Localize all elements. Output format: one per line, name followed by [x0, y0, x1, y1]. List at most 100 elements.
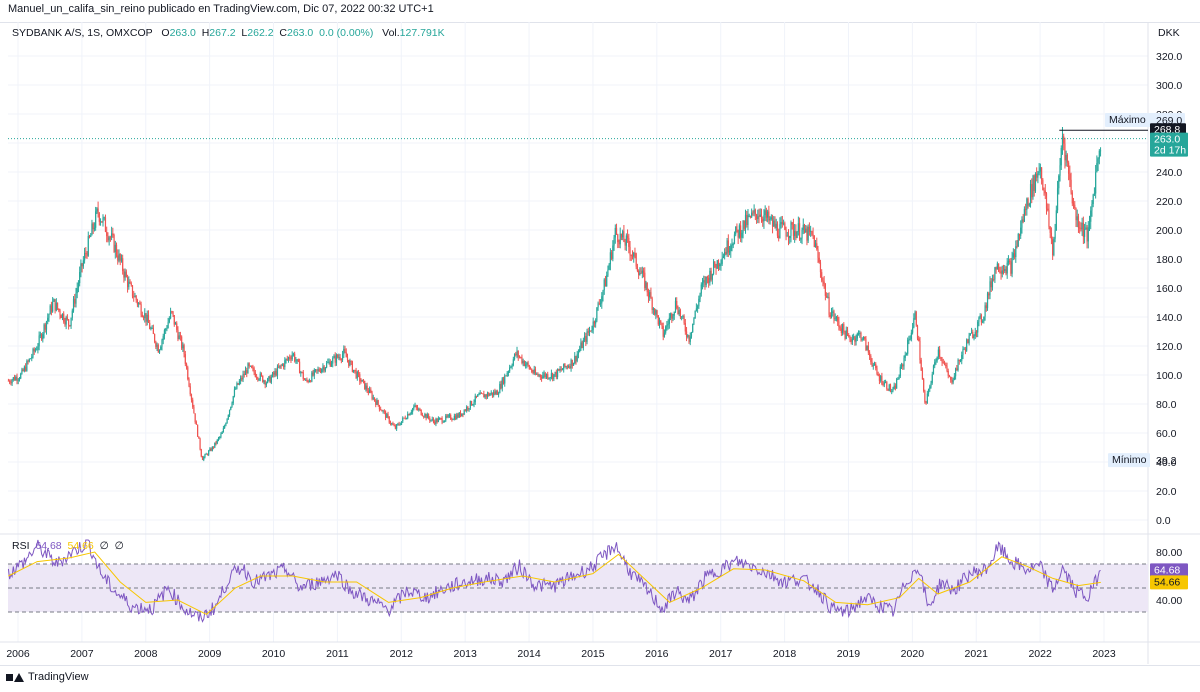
- candle-body: [571, 359, 573, 366]
- candle-body: [1032, 175, 1034, 198]
- candle-body: [771, 217, 774, 227]
- candle-body: [467, 406, 469, 410]
- candle-body: [174, 323, 177, 325]
- candle-body: [656, 310, 658, 316]
- candle-body: [383, 410, 385, 412]
- candle-body: [521, 357, 523, 364]
- candle-body: [832, 311, 834, 313]
- candle-body: [459, 412, 462, 417]
- candle-body: [411, 408, 414, 413]
- candle-body: [178, 335, 180, 340]
- candles: [7, 126, 1102, 462]
- candle-body: [877, 373, 879, 377]
- candle-body: [141, 314, 143, 317]
- price-tick-label: 160.0: [1156, 283, 1182, 295]
- year-label: 2007: [70, 648, 94, 660]
- candle-body: [329, 361, 331, 367]
- candle-body: [720, 263, 722, 265]
- candle-body: [274, 371, 276, 375]
- candle-body: [394, 426, 396, 429]
- candle-body: [317, 369, 319, 371]
- candle-body: [550, 373, 553, 378]
- candle-body: [1052, 239, 1054, 256]
- candle-body: [1082, 222, 1084, 237]
- candle-body: [9, 380, 11, 383]
- candle-body: [1006, 262, 1008, 274]
- candle-body: [95, 211, 97, 228]
- candle-body: [552, 373, 554, 380]
- candle-body: [456, 414, 458, 420]
- open-value: 263.0: [169, 27, 196, 39]
- candle-body: [432, 419, 435, 422]
- candle-body: [733, 234, 736, 244]
- candle-body: [321, 368, 323, 373]
- candle-body: [90, 235, 92, 237]
- candle-body: [259, 373, 261, 380]
- candle-body: [233, 389, 236, 397]
- candle-body: [943, 362, 946, 366]
- candle-body: [838, 321, 840, 327]
- candle-body: [506, 372, 508, 377]
- candle-body: [512, 359, 514, 366]
- candle-body: [748, 215, 750, 217]
- candle-body: [898, 376, 900, 380]
- candle-body: [872, 364, 874, 367]
- candle-body: [486, 393, 489, 397]
- candle-body: [323, 366, 325, 371]
- candle-body: [91, 223, 93, 236]
- candle-body: [509, 367, 511, 372]
- candle-body: [645, 282, 647, 289]
- candle-body: [611, 252, 613, 259]
- candle-body: [1036, 173, 1038, 178]
- candle-body: [988, 293, 990, 296]
- candle-body: [896, 379, 898, 389]
- min-label-text: Mínimo: [1112, 454, 1147, 466]
- candle-body: [905, 353, 908, 355]
- candle-body: [31, 356, 33, 359]
- candle-body: [380, 409, 382, 411]
- candle-body: [265, 382, 268, 385]
- candle-body: [746, 214, 748, 225]
- candle-body: [399, 424, 401, 426]
- candle-body: [623, 231, 625, 242]
- candle-body: [700, 284, 702, 294]
- candle-body: [773, 220, 775, 227]
- candle-body: [776, 223, 779, 236]
- candle-body: [23, 366, 25, 372]
- candle-body: [900, 364, 903, 367]
- candle-body: [386, 414, 388, 418]
- candle-body: [962, 348, 964, 355]
- candle-body: [835, 316, 838, 319]
- candle-body: [975, 331, 978, 333]
- candle-body: [592, 321, 594, 330]
- candle-body: [880, 376, 882, 381]
- candle-body: [730, 245, 732, 251]
- candle-body: [496, 391, 498, 395]
- candle-body: [407, 414, 409, 419]
- candle-body: [792, 224, 795, 236]
- candle-body: [206, 453, 209, 455]
- candle-body: [860, 333, 862, 340]
- candle-body: [7, 380, 10, 382]
- candle-body: [1023, 208, 1025, 222]
- candle-body: [303, 379, 306, 381]
- candle-body: [935, 360, 937, 363]
- candle-body: [240, 377, 242, 382]
- rsi-series-line: [7, 539, 1101, 623]
- candle-body: [790, 222, 792, 236]
- candle-body: [516, 350, 518, 355]
- candle-body: [673, 311, 675, 316]
- candle-body: [572, 363, 575, 366]
- candle-body: [682, 316, 684, 318]
- candle-body: [440, 418, 442, 419]
- candle-body: [665, 326, 667, 333]
- candle-body: [162, 336, 164, 341]
- candle-body: [1077, 216, 1080, 228]
- candle-body: [195, 421, 197, 425]
- candle-body: [785, 229, 787, 237]
- candle-body: [854, 336, 856, 342]
- candle-body: [991, 279, 994, 288]
- candle-body: [384, 411, 387, 418]
- year-label: 2013: [453, 648, 477, 660]
